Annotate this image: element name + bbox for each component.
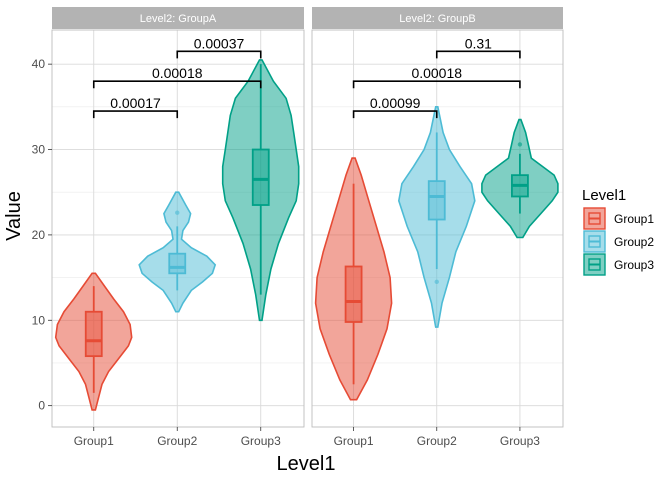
violin-group3 — [221, 59, 300, 322]
y-tick-label: 10 — [32, 313, 46, 327]
legend-label: Group3 — [614, 258, 654, 272]
significance-bracket — [352, 110, 438, 119]
p-value-label: 0.00018 — [152, 65, 203, 81]
facet-strip — [312, 7, 563, 29]
outlier-point — [517, 142, 523, 147]
outlier-point — [434, 279, 439, 285]
outlier-point — [175, 210, 180, 215]
legend-item-group2: Group2 — [583, 230, 654, 253]
x-tick-label: Group1 — [334, 434, 374, 448]
legend: Level1 Group1 Group2 Group3 — [582, 187, 654, 276]
violin-group2 — [397, 106, 476, 328]
violin-group1 — [314, 157, 393, 401]
legend-title: Level1 — [582, 187, 626, 204]
p-value-label: 0.00037 — [194, 35, 245, 51]
significance-bracket — [352, 80, 521, 89]
legend-item-group1: Group1 — [583, 207, 654, 230]
x-tick-label: Group1 — [74, 434, 114, 448]
facet-panels: Level2: GroupA 0.00017 0.00018 0.00037 Group… — [51, 7, 564, 448]
facet-panel: Level2: GroupA 0.00017 0.00018 0.00037 Group… — [51, 7, 305, 448]
x-axis-title: Level1 — [277, 453, 336, 475]
x-tick-label: Group3 — [500, 434, 540, 448]
y-tick-label: 20 — [32, 228, 46, 242]
y-axis-title: Value — [3, 191, 25, 241]
legend-label: Group1 — [614, 212, 654, 226]
y-tick-label: 30 — [32, 143, 46, 157]
facet-strip — [52, 7, 304, 29]
significance-bracket — [176, 50, 262, 59]
p-value-label: 0.00018 — [411, 65, 462, 81]
y-tick-label: 40 — [32, 57, 46, 71]
violin-group3 — [481, 118, 559, 239]
significance-bracket — [92, 80, 262, 89]
facet-strip-label: Level2: GroupB — [399, 13, 475, 25]
y-axis: 0 10 20 30 40 — [32, 57, 52, 413]
box-iqr — [168, 252, 187, 275]
legend-items: Group1 Group2 Group3 — [583, 207, 654, 276]
panel-border — [51, 29, 305, 428]
legend-item-group3: Group3 — [583, 253, 654, 276]
facet-strip-label: Level2: GroupA — [140, 13, 217, 25]
y-tick-label: 0 — [38, 399, 45, 413]
box-iqr — [84, 310, 103, 358]
x-tick-label: Group2 — [417, 434, 457, 448]
box-iqr — [427, 180, 446, 221]
significance-bracket — [435, 50, 521, 59]
box-iqr — [251, 148, 270, 206]
panel-border — [311, 29, 564, 428]
significance-bracket — [92, 110, 179, 119]
legend-label: Group2 — [614, 235, 654, 249]
x-tick-label: Group3 — [241, 434, 281, 448]
p-value-label: 0.31 — [465, 35, 492, 51]
box-iqr — [344, 265, 363, 323]
x-tick-label: Group2 — [157, 434, 197, 448]
p-value-label: 0.00017 — [110, 95, 161, 111]
p-value-label: 0.00099 — [370, 95, 421, 111]
